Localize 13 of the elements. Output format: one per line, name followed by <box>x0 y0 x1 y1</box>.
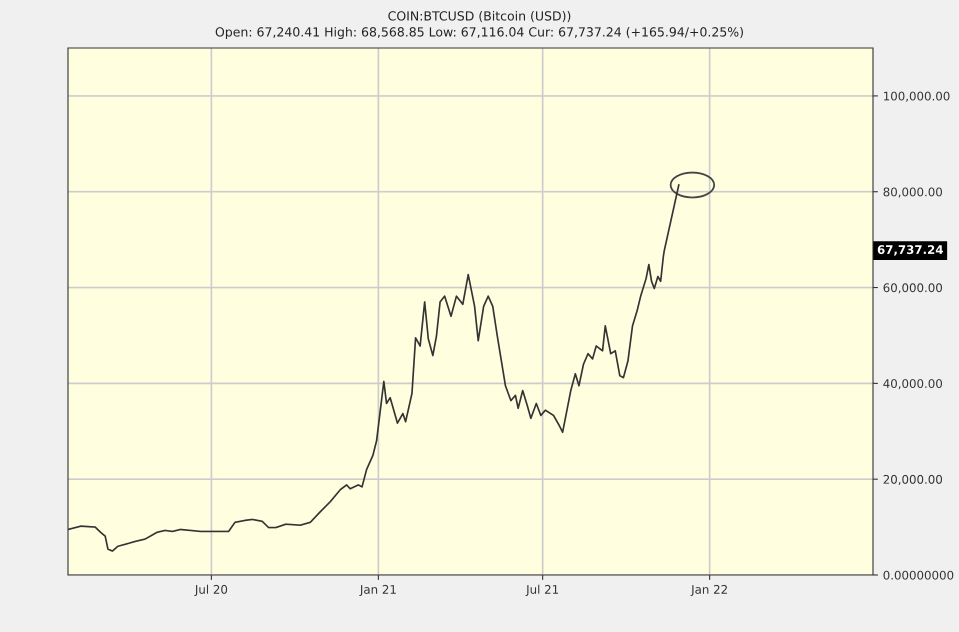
x-tick-label: Jan 22 <box>690 584 727 596</box>
y-tick-label: 80,000.00 <box>884 187 942 198</box>
y-tick-label: 20,000.00 <box>884 474 942 486</box>
chart-subtitle: Open: 67,240.41 High: 68,568.85 Low: 67,116.04 Cur: 67,737.24 (+165.94/+0.25%) <box>216 26 743 40</box>
x-tick-label: Jul 21 <box>526 584 558 596</box>
y-tick-label: 0.00000000 <box>884 570 954 580</box>
text: 67,737.24 <box>878 245 943 256</box>
y-tick-label: 60,000.00 <box>884 283 942 294</box>
y-tick-label: 40,000.00 <box>883 379 942 390</box>
x-tick-label: Jan 21 <box>359 584 396 596</box>
y-tick-label: 100,000.00 <box>884 92 950 102</box>
chart-title: COIN:BTCUSD (Bitcoin (USD)) <box>388 10 570 22</box>
x-tick-label: Jul 20 <box>194 584 228 596</box>
